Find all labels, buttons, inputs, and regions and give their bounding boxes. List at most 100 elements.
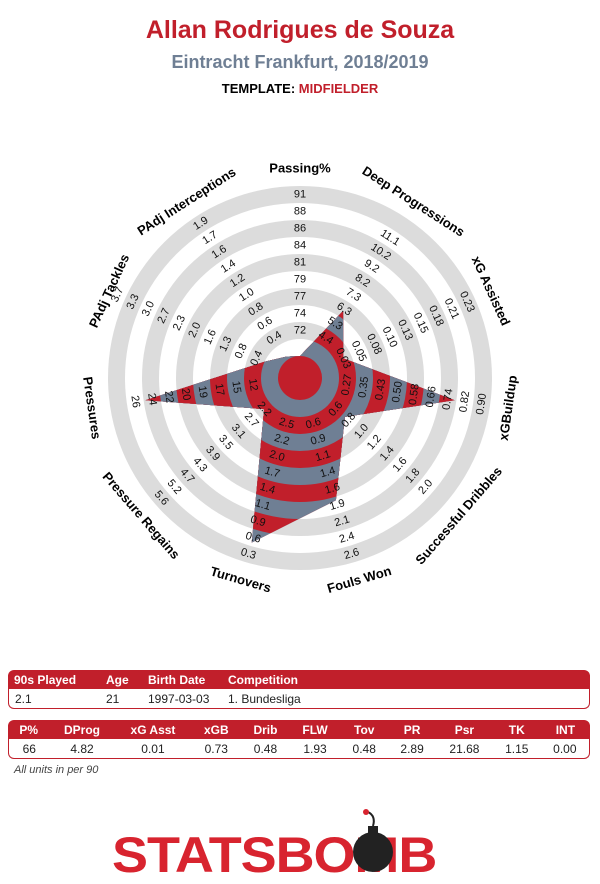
stats-header: Psr	[436, 720, 493, 739]
radar-tick-label: 0.74	[441, 388, 456, 411]
radar-tick-label: 17	[212, 383, 226, 397]
info-header: Birth Date	[142, 670, 222, 689]
radar-tick-label: 0.82	[457, 390, 472, 413]
radar-tick-label: 1.9	[328, 497, 346, 513]
radar-tick-label: 0.58	[407, 383, 422, 406]
radar-tick-label: 19	[196, 385, 210, 399]
radar-tick-label: 81	[294, 257, 306, 269]
radar-tick-label: 74	[294, 308, 306, 320]
radar-tick-label: 0.90	[474, 393, 489, 416]
radar-tick-label: 2.7	[155, 306, 172, 325]
info-cell: 1997-03-03	[142, 689, 222, 709]
template-line: TEMPLATE: MIDFIELDER	[0, 81, 600, 96]
radar-tick-label: 86	[294, 223, 306, 235]
stats-header: TK	[492, 720, 541, 739]
stats-header: Tov	[340, 720, 389, 739]
stats-cell: 1.15	[492, 739, 541, 759]
radar-tick-label: 0.6	[304, 416, 322, 432]
radar-tick-label: 72	[294, 325, 306, 337]
radar-tick-label: 1.1	[254, 497, 272, 513]
stats-cell: 21.68	[436, 739, 493, 759]
stats-header: Drib	[241, 720, 290, 739]
stats-header: DProg	[49, 720, 115, 739]
radar-axis-label: Fouls Won	[325, 563, 393, 596]
stats-header: P%	[8, 720, 50, 739]
radar-tick-label: 2.2	[273, 432, 291, 448]
radar-tick-label: 2.4	[338, 530, 356, 546]
radar-center	[278, 356, 322, 400]
stats-cell: 0.01	[114, 739, 192, 759]
template-value: MIDFIELDER	[298, 81, 379, 96]
stats-cell: 0.73	[191, 739, 242, 759]
radar-tick-label: 3.3	[124, 292, 141, 311]
stats-header-row: P% DProg xG Asst xGB Drib FLW Tov PR Psr…	[8, 720, 590, 739]
radar-tick-label: 77	[294, 291, 306, 303]
stats-cell: 1.93	[289, 739, 341, 759]
stats-cell: 4.82	[49, 739, 115, 759]
info-row: 2.1 21 1997-03-03 1. Bundesliga	[8, 689, 590, 709]
radar-tick-label: 91	[294, 189, 306, 201]
player-name: Allan Rodrigues de Souza	[145, 16, 455, 44]
units-footnote: All units in per 90	[14, 764, 99, 776]
radar-tick-label: 0.27	[340, 373, 355, 396]
radar-axis-label: Turnovers	[209, 563, 273, 595]
stats-row: 66 4.82 0.01 0.73 0.48 1.93 0.48 2.89 21…	[8, 739, 590, 759]
radar-tick-label: 2.0	[268, 448, 286, 464]
radar-tick-label: 0.35	[356, 376, 371, 399]
radar-tick-label: 2.5	[278, 416, 296, 432]
stats-header: xGB	[191, 720, 242, 739]
radar-tick-label: 1.6	[323, 481, 341, 497]
statsbomb-logo: STATSBOMB	[0, 808, 600, 883]
stats-cell: 0.48	[241, 739, 290, 759]
stats-header: PR	[388, 720, 436, 739]
radar-tick-label: 88	[294, 206, 306, 218]
radar-tick-label: 0.8	[233, 342, 250, 361]
radar-axis-label: xGBuildup	[496, 374, 520, 441]
radar-tick-label: 2.0	[186, 321, 203, 340]
radar-tick-label: 1.1	[314, 448, 332, 464]
radar-tick-label: 26	[128, 395, 142, 409]
radar-tick-label: 12	[246, 378, 260, 392]
radar-tick-label: 1.7	[263, 465, 281, 481]
radar-tick-label: 0.9	[249, 513, 267, 529]
info-header: Competition	[222, 670, 590, 689]
info-table: 90s Played Age Birth Date Competition 2.…	[8, 670, 590, 709]
radar-tick-label: 0.6	[244, 530, 262, 546]
stats-cell: 0.48	[340, 739, 389, 759]
stats-cell: 2.89	[388, 739, 436, 759]
stats-header: INT	[540, 720, 590, 739]
stats-header: xG Asst	[114, 720, 192, 739]
radar-tick-label: 1.4	[319, 465, 337, 481]
radar-tick-label: 0.4	[248, 349, 265, 368]
radar-tick-label: 2.6	[343, 546, 361, 562]
radar-tick-label: 1.3	[217, 335, 234, 354]
radar-tick-label: 22	[162, 390, 176, 404]
radar-tick-label: 0.66	[424, 385, 439, 408]
radar-tick-label: 0.9	[309, 432, 327, 448]
radar-axis-label: Passing%	[269, 161, 331, 176]
radar-tick-label: 15	[229, 380, 243, 394]
stats-cell: 66	[8, 739, 50, 759]
stats-header: FLW	[289, 720, 341, 739]
stats-table: P% DProg xG Asst xGB Drib FLW Tov PR Psr…	[8, 720, 590, 759]
radar-tick-label: 1.4	[258, 481, 276, 497]
stats-cell: 0.00	[540, 739, 590, 759]
team-season: Eintracht Frankfurt, 2018/2019	[171, 52, 429, 72]
radar-tick-label: 24	[145, 392, 159, 406]
radar-tick-label: 3.7	[109, 285, 126, 304]
radar-tick-label: 79	[294, 274, 306, 286]
radar-tick-label: 0.43	[373, 378, 388, 401]
radar-tick-label: 2.1	[333, 513, 351, 529]
radar-tick-label: 3.0	[140, 299, 157, 318]
radar-tick-label: 1.6	[202, 328, 219, 347]
info-header: 90s Played	[8, 670, 100, 689]
radar-tick-label: 0.3	[239, 546, 257, 562]
radar-tick-label: 84	[294, 240, 306, 252]
info-cell: 2.1	[8, 689, 100, 709]
radar-tick-label: 20	[179, 387, 193, 401]
info-header: Age	[100, 670, 142, 689]
template-label: TEMPLATE:	[221, 81, 296, 96]
radar-chart: 727477798184868891Passing%4.45.36.37.38.…	[80, 161, 520, 597]
info-cell: 21	[100, 689, 142, 709]
radar-axis-label: Pressures	[80, 376, 104, 440]
